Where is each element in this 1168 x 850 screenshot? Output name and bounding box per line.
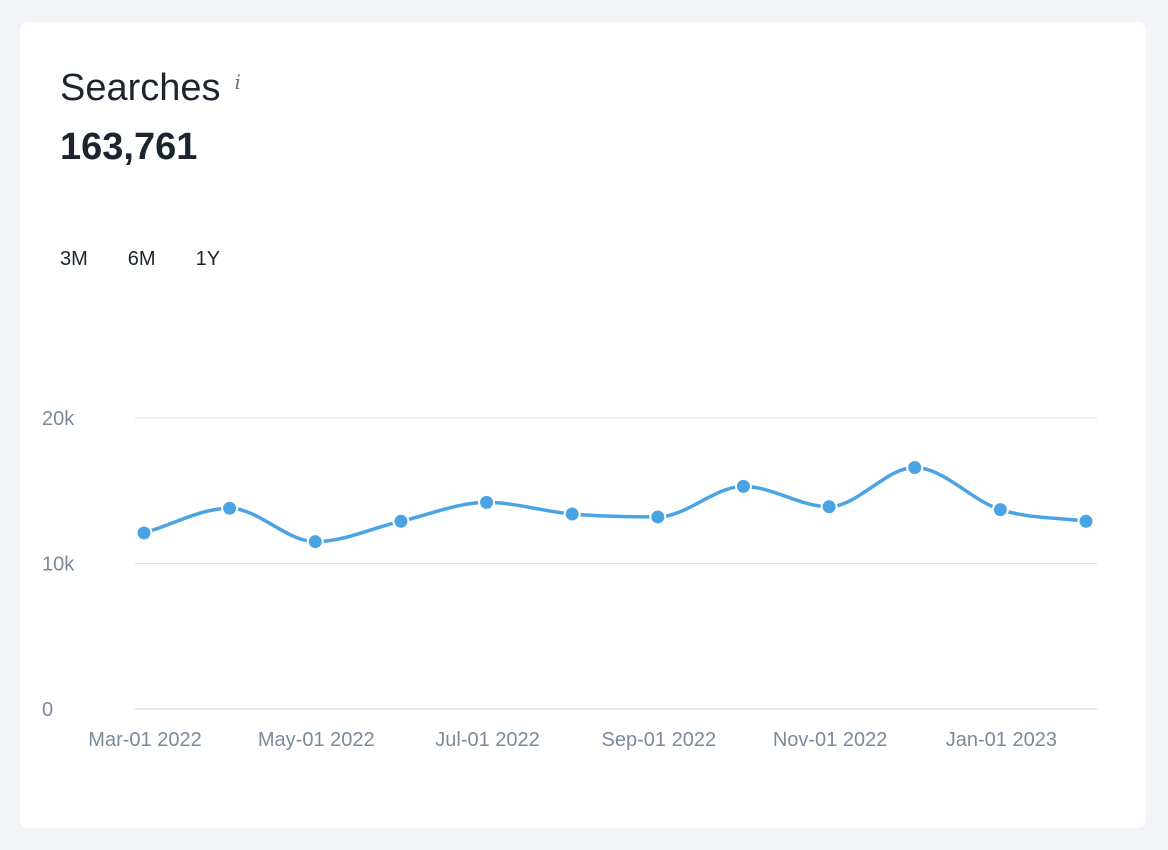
data-point[interactable]: [306, 533, 324, 551]
data-point[interactable]: [906, 458, 924, 476]
searches-line-chart: 20k 10k 0 Mar-01 2022 May-01 2022 Jul-01 2022…: [42, 408, 1097, 751]
data-point[interactable]: [392, 512, 410, 530]
y-tick-label: 20k: [42, 408, 75, 430]
x-tick-label: Mar-01 2022: [88, 729, 201, 751]
info-icon[interactable]: i: [234, 70, 241, 94]
searches-series-line: [142, 465, 1088, 544]
data-point[interactable]: [649, 508, 667, 526]
x-tick-label: Sep-01 2022: [602, 729, 717, 751]
data-point[interactable]: [991, 501, 1009, 519]
data-point[interactable]: [135, 524, 153, 542]
total-searches-value: 163,761: [60, 126, 198, 168]
y-tick-label: 10k: [42, 554, 75, 576]
data-point[interactable]: [478, 493, 496, 511]
x-tick-label: Jul-01 2022: [435, 729, 540, 751]
range-1y-button[interactable]: 1Y: [195, 248, 221, 270]
card-title: Searches: [60, 67, 221, 109]
y-tick-label: 0: [42, 699, 53, 721]
data-point[interactable]: [1077, 512, 1095, 530]
data-point[interactable]: [221, 499, 239, 517]
data-point[interactable]: [820, 498, 838, 516]
searches-card: Searches i 163,761 3M 6M 1Y 20k 10k 0 Mar-0…: [20, 22, 1146, 828]
range-selector: 3M 6M 1Y: [60, 248, 220, 271]
data-point[interactable]: [734, 477, 752, 495]
range-3m-button[interactable]: 3M: [60, 248, 88, 270]
x-tick-label: Jan-01 2023: [946, 729, 1057, 751]
range-6m-button[interactable]: 6M: [127, 248, 156, 270]
x-tick-label: May-01 2022: [258, 729, 375, 751]
title-row: Searches i: [60, 66, 241, 110]
data-point[interactable]: [563, 505, 581, 523]
x-tick-label: Nov-01 2022: [773, 729, 888, 751]
